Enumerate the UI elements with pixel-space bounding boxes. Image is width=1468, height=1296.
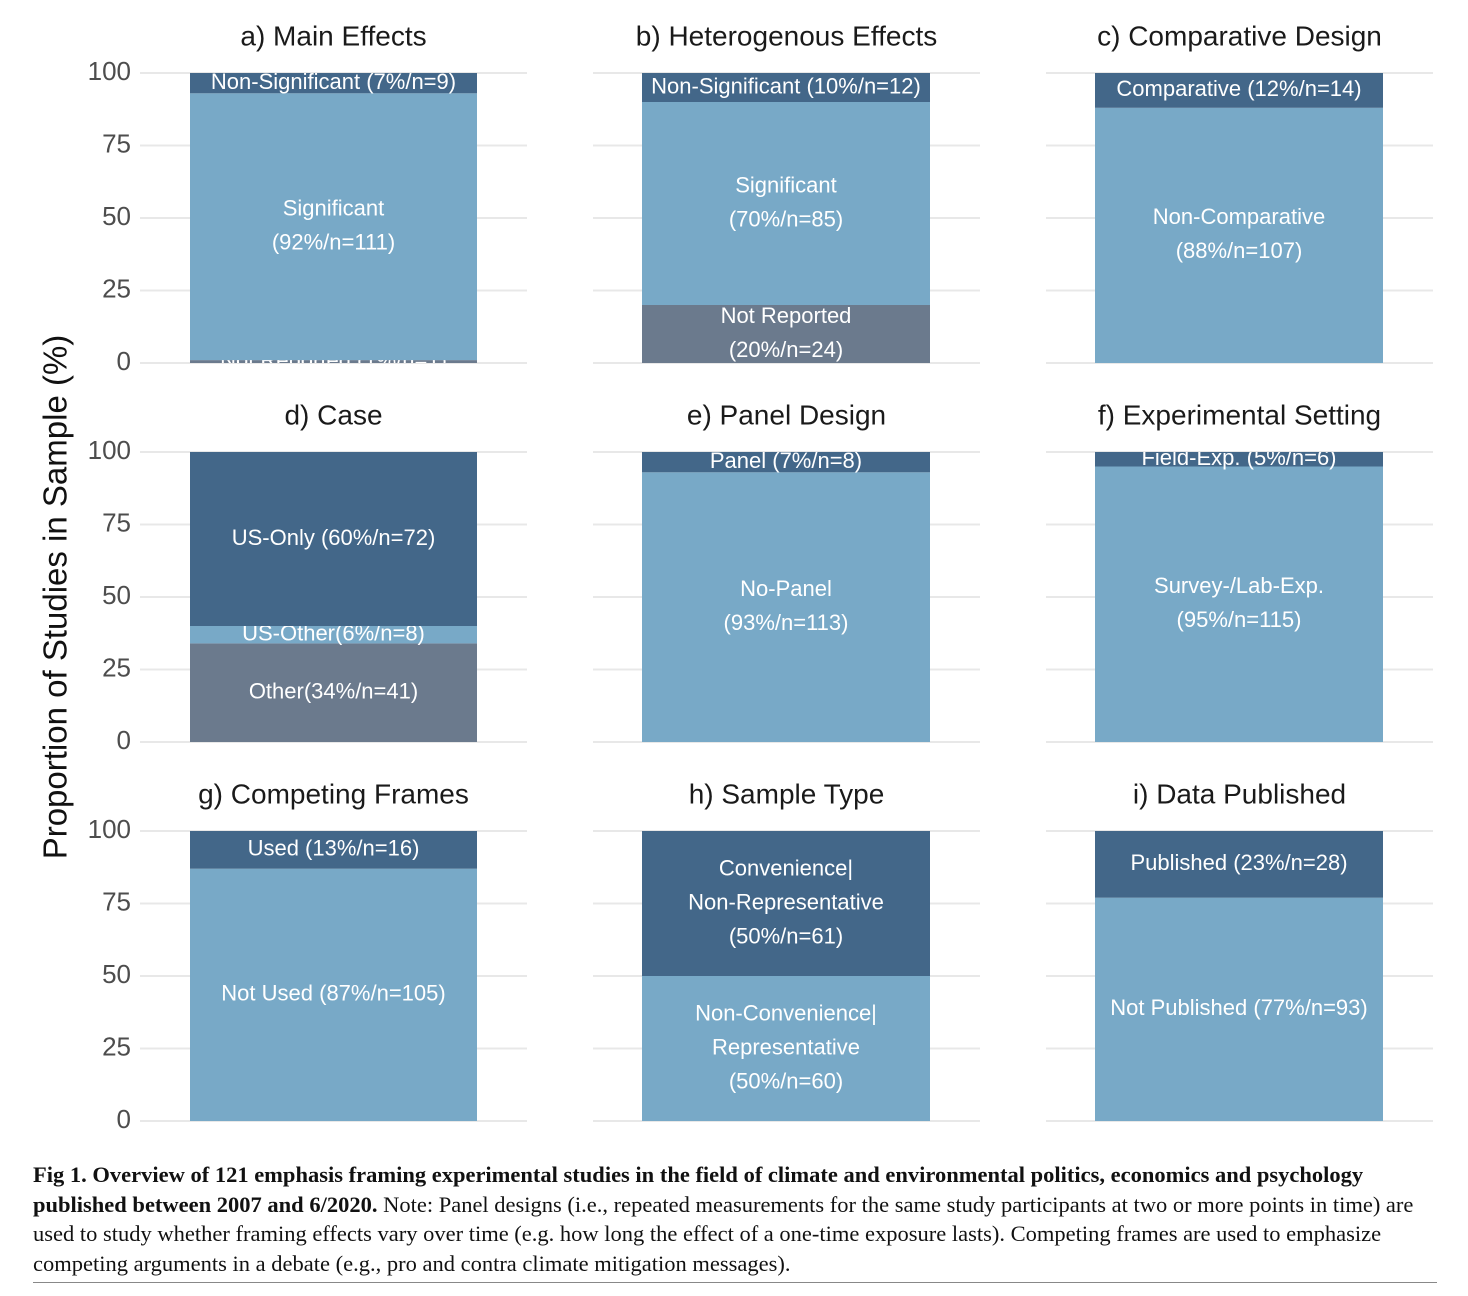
bar-group: No-Panel (93%/n=113) Panel (7%/n=8) <box>642 448 930 742</box>
bar-segment <box>190 452 477 626</box>
bar-group: Not Reported (1%/n=1)Significant(92%/n=1… <box>190 69 477 363</box>
bar-segment <box>1095 897 1383 1121</box>
bar-group: Non-Convenience| Representative (50%/n=60)… <box>642 831 930 1121</box>
bar-segment <box>190 93 477 361</box>
bar-group: Not Reported (20%/n=24) Significant (70%/n=… <box>642 73 930 363</box>
segment-label: (70%/n=85) <box>729 206 843 231</box>
y-tick-label: 25 <box>102 1031 131 1061</box>
segment-label: No-Panel <box>740 576 832 601</box>
bar-segment <box>190 868 477 1121</box>
bar-group: Survey-/Lab-Exp. (95%/n=115) Field-Exp. (5… <box>1095 445 1383 742</box>
y-tick-label: 50 <box>102 959 131 989</box>
segment-label: (95%/n=115) <box>1177 607 1302 632</box>
caption: Fig 1. Overview of 121 emphasis framing … <box>33 1160 1437 1278</box>
segment-label: Not Published (77%/n=93) <box>1110 995 1367 1020</box>
y-tick-label: 50 <box>102 201 131 231</box>
bar-segment <box>642 73 930 102</box>
bar-segment <box>642 472 930 742</box>
panel-title: g) Competing Frames <box>198 778 469 809</box>
segment-label: US-Only (60%/n=72) <box>232 525 436 550</box>
segment-label: Not Reported <box>721 303 852 328</box>
rule <box>33 1282 1437 1283</box>
panel-title: i) Data Published <box>1133 778 1346 809</box>
panel-title: e) Panel Design <box>687 399 886 430</box>
panel-title: c) Comparative Design <box>1097 20 1382 51</box>
caption-text: Note: Panel designs (i.e., repeated meas… <box>33 1191 1414 1276</box>
segment-label: Significant <box>283 196 385 221</box>
bar-group: Not Published (77%/n=93) Published (23%/n… <box>1095 831 1383 1121</box>
panel-title: b) Heterogenous Effects <box>636 20 937 51</box>
segment-label: Survey-/Lab-Exp. <box>1154 573 1324 598</box>
bar-segment <box>642 452 930 473</box>
segment-label: (88%/n=107) <box>1176 238 1303 263</box>
y-tick-label: 0 <box>117 725 131 755</box>
segment-label: Non-Convenience| <box>695 1000 877 1025</box>
segment-label: (50%/n=61) <box>729 923 843 948</box>
segment-label: Other(34%/n=41) <box>249 679 418 704</box>
bar-segment <box>190 360 477 363</box>
bar-group: Other(34%/n=41)US-Other(6%/n=8)US-Only (… <box>190 452 477 742</box>
panel-title: a) Main Effects <box>240 20 426 51</box>
y-tick-label: 50 <box>102 580 131 610</box>
segment-label: (20%/n=24) <box>729 337 843 362</box>
panel-title: d) Case <box>284 399 382 430</box>
y-tick-label: 75 <box>102 128 131 158</box>
y-tick-label: 75 <box>102 507 131 537</box>
bar-segment <box>190 626 477 644</box>
y-tick-label: 25 <box>102 273 131 303</box>
segment-label: Not Used (87%/n=105) <box>221 981 445 1006</box>
bar-segment <box>1095 107 1383 363</box>
bar-segment <box>1095 466 1383 742</box>
bar-segment <box>642 831 930 976</box>
bar-group: Non-Comparative (88%/n=107) Comparative (1… <box>1095 73 1383 363</box>
y-tick-label: 0 <box>117 346 131 376</box>
segment-label: Panel (7%/n=8) <box>710 448 862 473</box>
segment-label: Non-Representative <box>688 889 884 914</box>
panel-title: f) Experimental Setting <box>1098 399 1381 430</box>
caption-bold: Fig 1. Overview of 121 emphasis framing … <box>33 1162 1364 1217</box>
segment-label: Used (13%/n=16) <box>248 836 420 861</box>
segment-label: Non-Significant (7%/n=9) <box>211 69 456 94</box>
y-tick-label: 25 <box>102 652 131 682</box>
segment-label: Significant <box>735 172 837 197</box>
bar-segment <box>1095 831 1383 898</box>
panel-title: h) Sample Type <box>689 778 885 809</box>
y-tick-label: 0 <box>117 1104 131 1134</box>
bar-segment <box>642 102 930 305</box>
segment-label: Convenience| <box>719 855 853 880</box>
segment-label: Representative <box>712 1034 860 1059</box>
bar-segment <box>190 831 477 869</box>
bar-segment <box>1095 73 1383 108</box>
bar-segment <box>190 643 477 742</box>
bar-segment <box>642 305 930 363</box>
y-axis-label: Proportion of Studies in Sample (%) <box>37 335 74 860</box>
segment-label: (93%/n=113) <box>724 610 849 635</box>
segment-label: Comparative (12%/n=14) <box>1116 76 1361 101</box>
bar-group: Not Used (87%/n=105) Used (13%/n=16) <box>190 831 477 1121</box>
bar-segment <box>1095 452 1383 467</box>
bar-segment <box>642 976 930 1121</box>
segment-label: Published (23%/n=28) <box>1130 850 1347 875</box>
y-tick-label: 100 <box>88 435 131 465</box>
segment-label: (50%/n=60) <box>729 1068 843 1093</box>
segment-label: Non-Significant (10%/n=12) <box>651 73 921 98</box>
segment-label: Non-Comparative <box>1153 204 1325 229</box>
figure: a) Main Effects 0 25 50 75 100 Not Reported (1… <box>37 20 1433 1134</box>
y-tick-label: 75 <box>102 886 131 916</box>
segment-label: Field-Exp. (5%/n=6) <box>1141 445 1336 470</box>
y-tick-label: 100 <box>88 814 131 844</box>
y-tick-label: 100 <box>88 56 131 86</box>
segment-label: (92%/n=111) <box>272 230 395 255</box>
bar-segment <box>190 73 477 94</box>
